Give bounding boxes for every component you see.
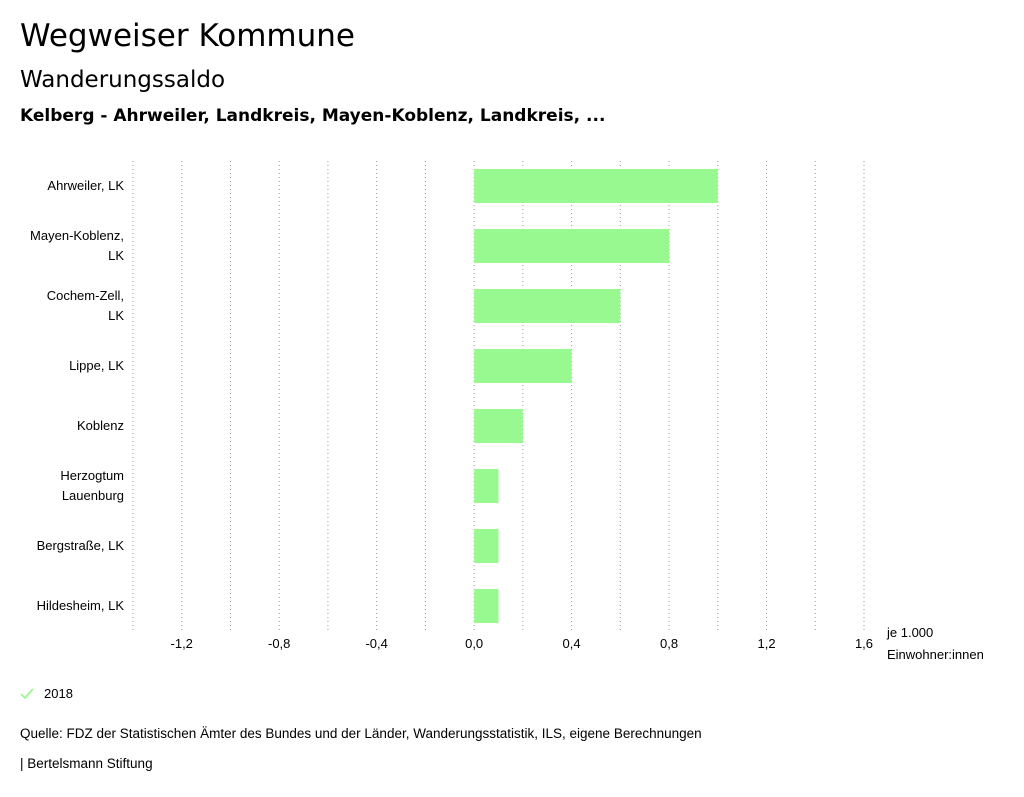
- bar: [474, 409, 523, 443]
- brand-note: | Bertelsmann Stiftung: [20, 756, 153, 771]
- check-icon: [20, 688, 34, 700]
- chart-title: Wegweiser Kommune: [20, 18, 355, 54]
- bar: [474, 169, 718, 203]
- bar: [474, 349, 572, 383]
- category-label: Lippe, LK: [69, 358, 124, 373]
- legend[interactable]: 2018: [20, 684, 73, 704]
- bar: [474, 289, 621, 323]
- x-tick-label: 1,2: [757, 636, 775, 651]
- bar: [474, 229, 670, 263]
- category-label: Mayen-Koblenz, LK: [30, 228, 124, 263]
- category-label: Ahrweiler, LK: [47, 178, 124, 193]
- bar: [474, 529, 499, 563]
- bar-chart: Ahrweiler, LK Mayen-Koblenz, LK Cochem-Zell…: [30, 161, 984, 662]
- category-label: Hildesheim, LK: [37, 598, 125, 613]
- source-note: Quelle: FDZ der Statistischen Ämter des …: [20, 726, 702, 741]
- x-tick-label: -0,8: [268, 636, 290, 651]
- category-label: Koblenz: [77, 418, 124, 433]
- chart-caption: Kelberg - Ahrweiler, Landkreis, Mayen-Ko…: [20, 106, 606, 126]
- chart-subtitle: Wanderungssaldo: [20, 67, 226, 93]
- x-tick-label: 0,4: [563, 636, 581, 651]
- x-tick-label: 1,6: [855, 636, 873, 651]
- legend-label: 2018: [44, 686, 73, 701]
- category-label: Herzogtum Lauenburg: [60, 468, 124, 503]
- bar: [474, 469, 499, 503]
- category-label: Bergstraße, LK: [37, 538, 125, 553]
- x-tick-label: -1,2: [171, 636, 193, 651]
- x-tick-label: 0,0: [465, 636, 483, 651]
- x-axis-label: je 1.000 Einwohner:innen: [886, 625, 984, 662]
- category-label: Cochem-Zell, LK: [47, 288, 125, 323]
- x-tick-label: 0,8: [660, 636, 678, 651]
- x-tick-label: -0,4: [365, 636, 387, 651]
- bar: [474, 589, 499, 623]
